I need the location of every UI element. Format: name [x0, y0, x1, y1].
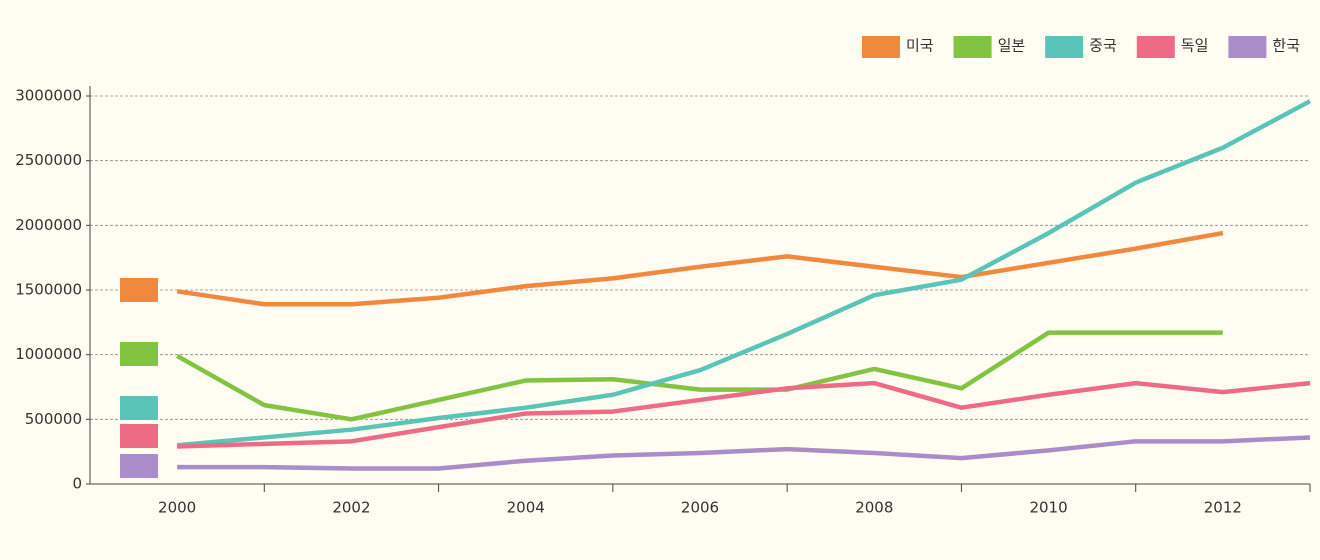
y-tick-label: 3000000 [15, 87, 82, 105]
series-line [176, 99, 1312, 448]
legend-swatch [1045, 36, 1084, 58]
y-tick-label: 2000000 [15, 216, 82, 234]
flag-icon [120, 342, 158, 366]
y-tick-label: 2500000 [15, 151, 82, 169]
series-line [176, 330, 1223, 422]
legend-label: 중국 [1089, 37, 1117, 55]
series-line [177, 380, 1311, 449]
series-line [176, 230, 1224, 307]
legend-label: 독일 [1181, 37, 1209, 55]
y-tick-label: 1000000 [15, 345, 82, 363]
legend-label: 미국 [906, 37, 934, 55]
legend-swatch [1136, 36, 1175, 58]
flag-icon [120, 278, 158, 302]
y-tick-label: 0 [72, 475, 82, 493]
legend-label: 한국 [1272, 37, 1300, 55]
x-tick-label: 2002 [332, 499, 370, 517]
y-tick-label: 1500000 [15, 281, 82, 299]
legend-swatch [1228, 36, 1267, 58]
x-tick-label: 2010 [1029, 499, 1067, 517]
x-tick-label: 2012 [1204, 499, 1242, 517]
x-tick-label: 2000 [158, 499, 196, 517]
y-tick-label: 500000 [25, 410, 82, 428]
legend-swatch [861, 36, 900, 58]
flag-icon [120, 454, 158, 478]
flag-icon [120, 396, 158, 420]
x-tick-label: 2008 [855, 499, 893, 517]
legend-swatch [953, 36, 992, 58]
legend-label: 일본 [998, 37, 1026, 55]
x-tick-label: 2006 [681, 499, 719, 517]
x-tick-label: 2004 [507, 499, 545, 517]
flag-icon [120, 424, 158, 448]
series-line [177, 435, 1311, 471]
